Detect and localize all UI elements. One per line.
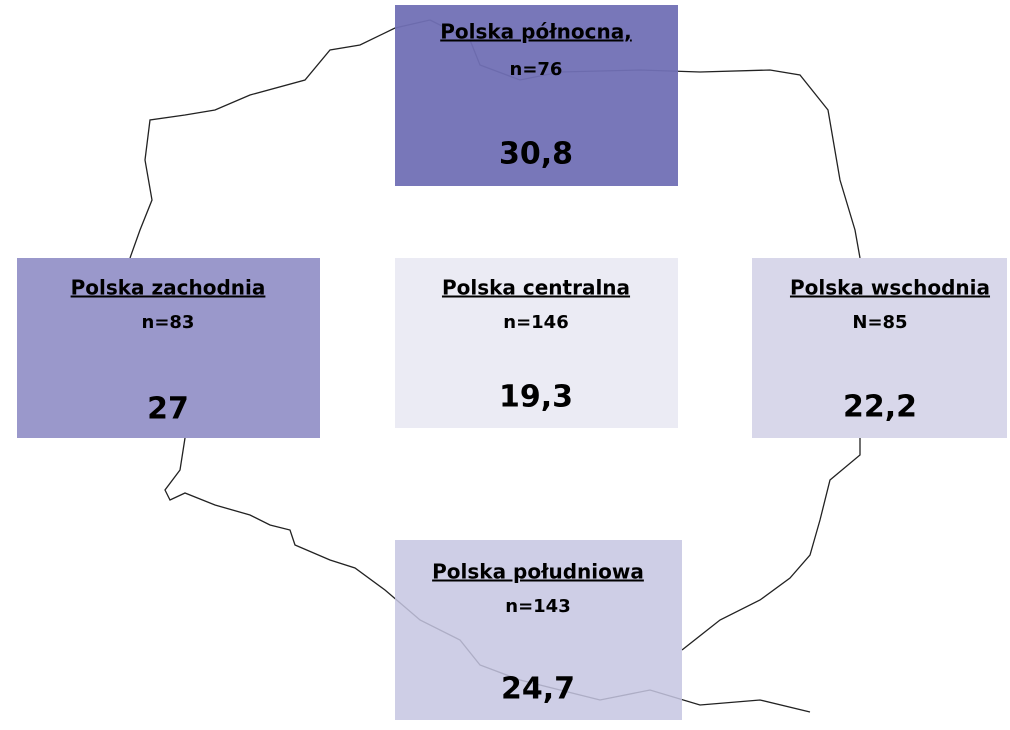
region-box [395,258,678,428]
region-value: 30,8 [499,137,573,172]
region-name: Polska zachodnia [71,276,266,300]
region-box [395,5,678,186]
region-value: 24,7 [501,672,575,707]
region-box [395,540,682,720]
country-outline [681,438,861,651]
region-center: Polska centralna n=146 19,3 [395,258,678,428]
region-name: Polska południowa [432,560,644,584]
region-name: Polska centralna [442,276,630,300]
region-name: Polska wschodnia [790,276,990,300]
region-n: n=76 [510,59,563,80]
region-south: Polska południowa n=143 24,7 [395,540,682,720]
region-name: Polska północna, [440,20,632,44]
region-n: N=85 [852,312,907,333]
region-value: 19,3 [499,380,573,415]
region-north: Polska północna, n=76 30,8 [395,5,678,186]
country-outline [129,19,431,259]
region-west: Polska zachodnia n=83 27 [17,258,320,438]
region-value: 27 [147,392,189,427]
region-box [17,258,320,438]
region-value: 22,2 [843,390,917,425]
region-n: n=83 [142,312,195,333]
region-east: Polska wschodnia N=85 22,2 [752,258,1007,438]
region-n: n=143 [505,596,570,617]
region-n: n=146 [503,312,568,333]
region-box [752,258,1007,438]
